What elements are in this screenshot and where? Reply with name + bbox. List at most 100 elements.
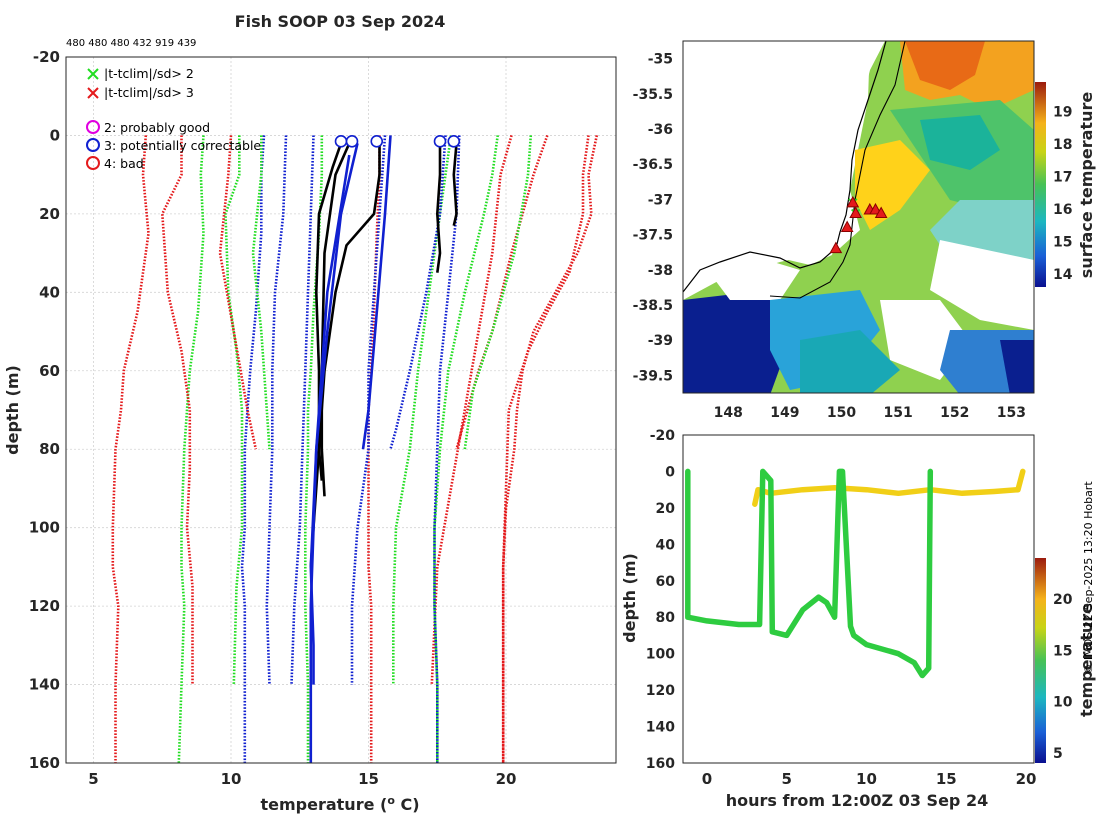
qc-circle-marker	[334, 135, 348, 148]
timeseries-ytick-label: -20	[650, 428, 676, 444]
timeseries-ylabel: depth (m)	[620, 553, 639, 643]
map-ytick-label: -37	[648, 192, 673, 208]
profile-ytick-label: -20	[33, 48, 60, 66]
sst-colorbar	[1035, 82, 1046, 287]
timeseries-ytick-label: 80	[656, 610, 676, 626]
legend-qc4-label: 4: bad	[104, 156, 144, 171]
timeseries-xlabel: hours from 12:00Z 03 Sep 24	[726, 791, 988, 810]
profile-xtick-label: 5	[88, 770, 98, 788]
temperature-colorbar-tick-label: 5	[1053, 746, 1063, 762]
timeseries-axes-frame	[682, 434, 1035, 764]
map-ticks: 148 149 150 151 152 153 -35 -35.5 -36 -36.5 -37 -37…	[633, 52, 1026, 421]
sst-colorbar-ticks: 14 15 16 17 18 19	[1053, 104, 1073, 283]
timeseries-ytick-label: 60	[656, 574, 676, 590]
legend-sd2-marker	[87, 68, 99, 80]
profile-axes-frame	[65, 56, 617, 764]
profile-line	[361, 135, 392, 450]
sst-field	[683, 41, 1034, 393]
timeseries-ytick-label: 20	[656, 501, 676, 517]
map-ytick-label: -39	[648, 333, 673, 349]
map-ytick-label: -36	[648, 122, 673, 138]
timeseries-series	[685, 468, 934, 679]
timeseries-xtick-label: 10	[856, 770, 877, 788]
qc-circle-marker	[433, 135, 447, 148]
sst-map: 148 149 150 151 152 153 -35 -35.5 -36 -36.5 -37 -37…	[633, 40, 1096, 421]
climatology-line	[389, 135, 447, 450]
climatology-line	[304, 135, 324, 763]
climatology-line	[161, 135, 194, 685]
profile-ylabel: depth (m)	[3, 365, 22, 455]
qc-circles	[334, 135, 461, 148]
temperature-colorbar-ticks: 5 10 15 20	[1053, 592, 1073, 762]
legend-sd2-label: |t-tclim|/sd> 2	[104, 66, 194, 81]
map-xtick-label: 151	[884, 405, 913, 421]
climatology-line	[433, 135, 499, 763]
timeseries-xtick-label: 20	[1016, 770, 1037, 788]
map-ytick-label: -36.5	[633, 157, 673, 173]
temperature-colorbar	[1035, 558, 1046, 763]
map-xtick-label: 153	[997, 405, 1026, 421]
profile-xlabel: temperature (o C)	[260, 794, 419, 815]
timeseries-series	[752, 468, 1026, 507]
drop-triangle-marker	[869, 202, 882, 215]
timeseries-ytick-label: 120	[646, 683, 675, 699]
timeseries-ytick-label: 140	[646, 720, 675, 736]
profile-ytick-label: 160	[29, 754, 60, 772]
climatology-line	[430, 135, 513, 685]
climatology-line	[240, 135, 266, 763]
qc-circle-marker	[447, 135, 461, 148]
legend-sd3-label: |t-tclim|/sd> 3	[104, 85, 194, 100]
drop-triangle-marker	[829, 241, 843, 254]
temperature-colorbar-tick-label: 20	[1053, 592, 1073, 608]
profile-ytick-label: 80	[39, 440, 60, 458]
sst-colorbar-tick-label: 17	[1053, 169, 1072, 185]
climatology-line	[501, 135, 590, 763]
timeseries-chart: 0 5 10 15 20 -20 0 20 40 60 80 100 120 140 160 hours f…	[620, 428, 1096, 810]
timeseries-ytick-label: 160	[646, 756, 675, 772]
climatology-line	[350, 135, 387, 685]
climatology-line	[290, 135, 315, 685]
map-xtick-label: 150	[827, 405, 856, 421]
profile-ytick-label: 20	[39, 205, 60, 223]
timeseries-ytick-label: 100	[646, 647, 675, 663]
profile-xtick-label: 10	[221, 770, 242, 788]
climatology-line	[463, 135, 533, 450]
climatology-line	[177, 135, 205, 764]
drop-triangle-marker	[846, 195, 860, 208]
profile-ytick-label: 120	[29, 597, 60, 615]
sst-colorbar-tick-label: 16	[1053, 202, 1072, 218]
profile-ytick-label: 140	[29, 676, 60, 694]
profile-legend: |t-tclim|/sd> 2 |t-tclim|/sd> 3 2: proba…	[86, 66, 261, 171]
temperature-colorbar-tick-label: 15	[1053, 643, 1072, 659]
timeseries-xtick-label: 5	[781, 770, 791, 788]
map-xtick-label: 149	[770, 405, 799, 421]
profile-xtick-label: 20	[496, 770, 517, 788]
climatology-line	[501, 135, 599, 763]
profile-ytick-label: 60	[39, 362, 60, 380]
climatology-line	[224, 135, 244, 685]
legend-qc3-label: 3: potentially correctable	[104, 138, 261, 153]
map-ytick-label: -35.5	[633, 87, 673, 103]
temperature-colorbar-label: temperature	[1077, 603, 1096, 717]
map-xtick-label: 152	[940, 405, 969, 421]
map-ytick-label: -39.5	[633, 368, 673, 384]
timeseries-ticks: 0 5 10 15 20 -20 0 20 40 60 80 100 120 140 160	[646, 428, 1037, 788]
legend-qc4-marker	[86, 156, 100, 170]
drop-triangle-marker	[874, 206, 888, 218]
timeseries-xtick-label: 0	[702, 770, 712, 788]
profile-ytick-label: 100	[29, 519, 60, 537]
legend-qc3-marker	[86, 138, 100, 152]
profile-line	[309, 154, 351, 763]
sst-colorbar-tick-label: 18	[1053, 137, 1072, 153]
map-ytick-label: -37.5	[633, 228, 673, 244]
sst-colorbar-tick-label: 19	[1053, 104, 1072, 120]
climatology-line	[392, 135, 453, 685]
observed-profiles	[309, 135, 458, 763]
figure-title: Fish SOOP 03 Sep 2024	[235, 12, 446, 31]
sst-colorbar-tick-label: 14	[1053, 267, 1073, 283]
profile-line	[320, 142, 351, 497]
map-xtick-label: 148	[714, 405, 743, 421]
profile-line	[436, 143, 442, 273]
climatology-line	[111, 135, 150, 763]
